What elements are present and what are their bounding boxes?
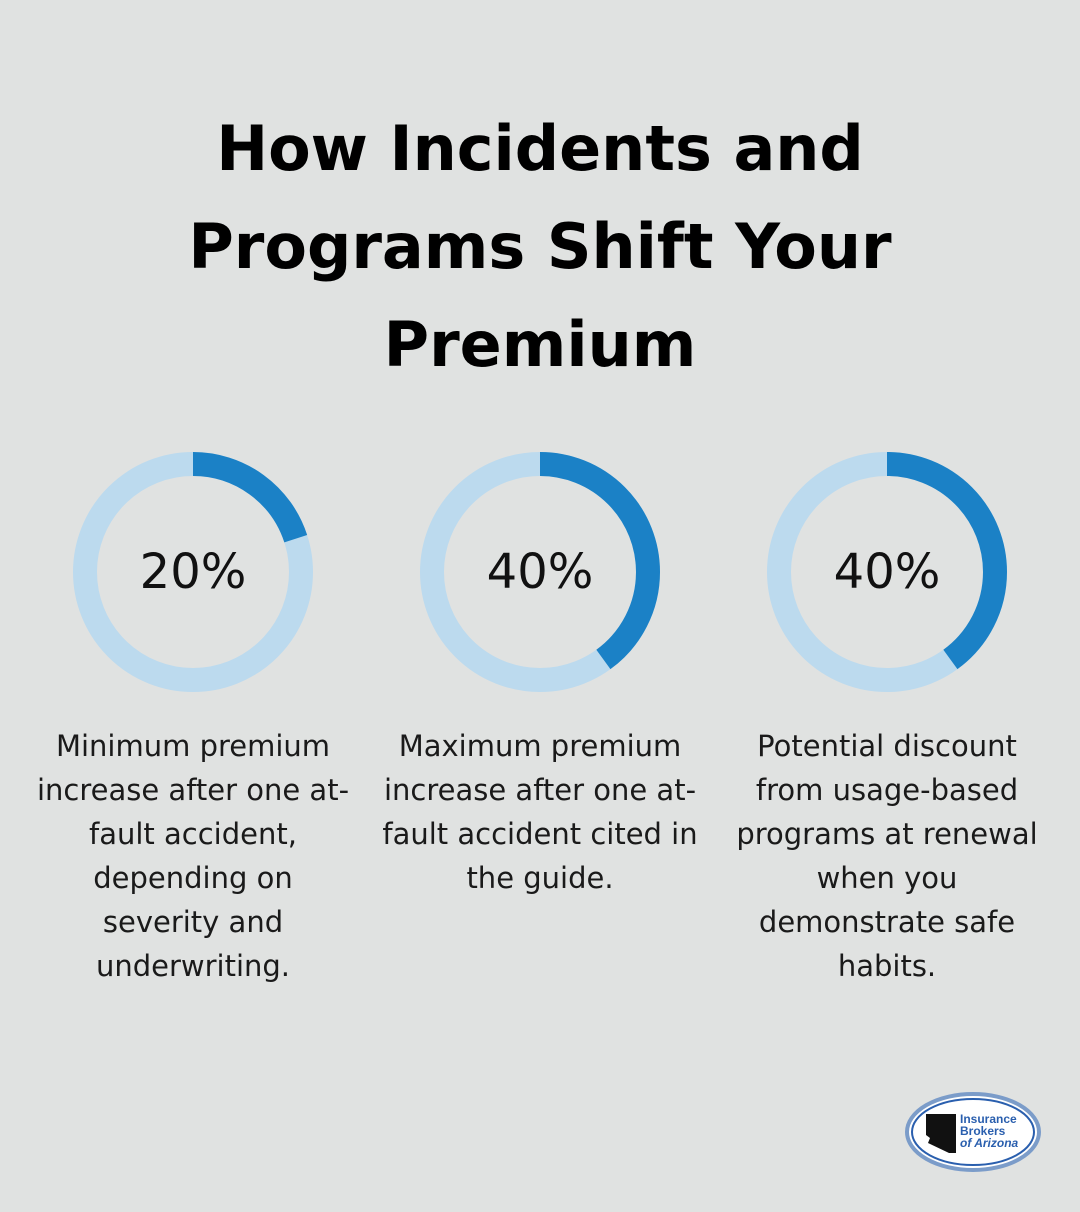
- stat-description: Maximum premium increase after one at-fa…: [382, 729, 698, 895]
- logo-oval: [905, 1092, 1041, 1172]
- donut-chart: 20%: [73, 452, 313, 692]
- donut-chart: 40%: [420, 452, 660, 692]
- donut-arc: [420, 452, 660, 692]
- stat-description: Potential discount from usage-based prog…: [736, 729, 1038, 983]
- logo-svg: Insurance Brokers of Arizona: [905, 1092, 1041, 1172]
- donut-value-label: 40%: [833, 544, 941, 600]
- logo-oval-inner: [911, 1098, 1035, 1166]
- logo-text-line1: Insurance: [960, 1112, 1017, 1126]
- donut-value-label: 20%: [139, 544, 247, 600]
- donut-svg: [420, 452, 660, 692]
- donut-svg: [767, 452, 1007, 692]
- logo-text-line2: Brokers: [960, 1124, 1006, 1138]
- donut-svg: [73, 452, 313, 692]
- page-title: How Incidents and Programs Shift Your Pr…: [188, 112, 892, 381]
- donut-arc: [73, 452, 313, 692]
- stat-card: 20% Minimum premium increase after one a…: [33, 452, 353, 988]
- arizona-state-icon: [926, 1114, 956, 1153]
- stat-card: 40% Potential discount from usage-based …: [727, 452, 1047, 988]
- donut-chart: 40%: [767, 452, 1007, 692]
- logo-text-line3: of Arizona: [960, 1136, 1019, 1150]
- stat-card: 40% Maximum premium increase after one a…: [380, 452, 700, 900]
- company-logo: Insurance Brokers of Arizona: [904, 1091, 1042, 1177]
- donut-value-label: 40%: [486, 544, 594, 600]
- donut-arc: [767, 452, 1007, 692]
- stat-description: Minimum premium increase after one at-fa…: [36, 729, 350, 983]
